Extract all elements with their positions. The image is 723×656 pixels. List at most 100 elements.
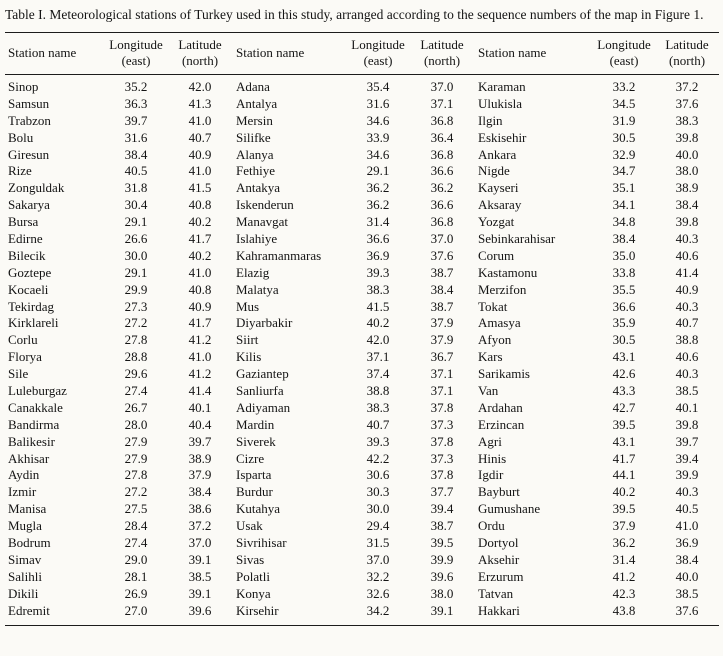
table-row: Simav 29.0 39.1 Sivas 37.0 39.9 Aksehir 31.4 38.…	[5, 552, 719, 569]
latitude-cell: 37.1	[430, 383, 454, 399]
latitude-cell: 40.3	[675, 231, 699, 247]
latitude-cell: 39.7	[675, 433, 699, 449]
latitude-cell: 38.4	[188, 484, 212, 500]
station-name-cell: Manavgat	[236, 214, 288, 230]
longitude-cell: 40.7	[366, 416, 390, 432]
latitude-cell: 39.8	[675, 416, 699, 432]
station-name-cell: Mugla	[8, 518, 42, 534]
header-longitude-3-line2: (east)	[609, 53, 639, 68]
table-row: Kocaeli 29.9 40.8 Malatya 38.3 38.4 Merzifon 35…	[5, 282, 719, 299]
header-longitude-2: Longitude (east)	[347, 37, 409, 69]
longitude-cell: 33.9	[366, 129, 390, 145]
header-latitude-2-line2: (north)	[423, 53, 461, 68]
longitude-cell: 35.1	[612, 180, 636, 196]
longitude-cell: 29.0	[124, 551, 148, 567]
longitude-cell: 38.3	[366, 399, 390, 415]
table-row: Akhisar 27.9 38.9 Cizre 42.2 37.3 Hinis 41.7 39.…	[5, 451, 719, 468]
station-name-cell: Ankara	[478, 146, 517, 162]
station-name-cell: Igdir	[478, 467, 504, 483]
latitude-cell: 37.3	[430, 450, 454, 466]
longitude-cell: 27.3	[124, 298, 148, 314]
latitude-cell: 38.3	[675, 112, 699, 128]
longitude-cell: 43.1	[612, 433, 636, 449]
longitude-cell: 34.6	[366, 146, 390, 162]
station-name-cell: Aksehir	[478, 551, 520, 567]
latitude-cell: 36.7	[430, 349, 454, 365]
longitude-cell: 27.8	[124, 467, 148, 483]
longitude-cell: 32.2	[366, 568, 390, 584]
table-row: Mugla 28.4 37.2 Usak 29.4 38.7 Ordu 37.9 41.0	[5, 518, 719, 535]
station-name-cell: Van	[478, 383, 499, 399]
longitude-cell: 36.2	[612, 535, 636, 551]
station-name-cell: Ulukisla	[478, 95, 523, 111]
station-name-cell: Hinis	[478, 450, 507, 466]
station-name-cell: Gaziantep	[236, 366, 289, 382]
header-latitude-3-line1: Latitude	[665, 37, 709, 52]
latitude-cell: 38.4	[675, 197, 699, 213]
latitude-cell: 39.6	[188, 602, 212, 618]
station-name-cell: Balikesir	[8, 433, 55, 449]
station-name-cell: Alanya	[236, 146, 274, 162]
station-name-cell: Bolu	[8, 129, 34, 145]
longitude-cell: 37.4	[366, 366, 390, 382]
station-name-cell: Edirne	[8, 231, 43, 247]
longitude-cell: 39.3	[366, 433, 390, 449]
station-name-cell: Hakkari	[478, 602, 520, 618]
latitude-cell: 40.5	[675, 501, 699, 517]
longitude-cell: 29.6	[124, 366, 148, 382]
table-caption: Table I. Meteorological stations of Turk…	[5, 7, 704, 22]
latitude-cell: 39.1	[430, 602, 454, 618]
station-name-cell: Bursa	[8, 214, 39, 230]
latitude-cell: 41.2	[188, 332, 212, 348]
table-row: Sakarya 30.4 40.8 Iskenderun 36.2 36.6 Aksaray…	[5, 197, 719, 214]
header-station-name-1: Station name	[8, 45, 77, 60]
station-name-cell: Islahiye	[236, 231, 278, 247]
station-name-cell: Tekirdag	[8, 298, 55, 314]
station-name-cell: Giresun	[8, 146, 50, 162]
latitude-cell: 37.3	[430, 416, 454, 432]
station-name-cell: Eskisehir	[478, 129, 527, 145]
station-name-cell: Ordu	[478, 518, 505, 534]
longitude-cell: 31.9	[612, 112, 636, 128]
longitude-cell: 41.5	[366, 298, 390, 314]
latitude-cell: 40.0	[675, 146, 699, 162]
longitude-cell: 36.2	[366, 180, 390, 196]
longitude-cell: 27.2	[124, 484, 148, 500]
longitude-cell: 39.3	[366, 264, 390, 280]
longitude-cell: 28.8	[124, 349, 148, 365]
station-name-cell: Erzincan	[478, 416, 525, 432]
latitude-cell: 40.4	[188, 416, 212, 432]
station-name-cell: Aydin	[8, 467, 40, 483]
longitude-cell: 35.2	[124, 79, 148, 94]
latitude-cell: 38.4	[430, 281, 454, 297]
station-name-cell: Kutahya	[236, 501, 281, 517]
station-name-cell: Sanliurfa	[236, 383, 284, 399]
longitude-cell: 31.4	[612, 551, 636, 567]
longitude-cell: 28.4	[124, 518, 148, 534]
table-row: Rize 40.5 41.0 Fethiye 29.1 36.6 Nigde 34.7 38.0	[5, 163, 719, 180]
longitude-cell: 30.0	[124, 247, 148, 263]
latitude-cell: 39.9	[430, 551, 454, 567]
longitude-cell: 35.5	[612, 281, 636, 297]
station-name-cell: Salihli	[8, 568, 42, 584]
station-name-cell: Ilgin	[478, 112, 503, 128]
station-name-cell: Usak	[236, 518, 263, 534]
table-row: Canakkale 26.7 40.1 Adiyaman 38.3 37.8 Ardahan…	[5, 400, 719, 417]
latitude-cell: 36.9	[675, 535, 699, 551]
station-name-cell: Kayseri	[478, 180, 519, 196]
header-longitude-1-line2: (east)	[121, 53, 151, 68]
header-longitude-1-line1: Longitude	[109, 37, 163, 52]
station-name-cell: Burdur	[236, 484, 273, 500]
latitude-cell: 38.9	[675, 180, 699, 196]
latitude-cell: 40.2	[188, 247, 212, 263]
latitude-cell: 37.2	[188, 518, 212, 534]
station-name-cell: Mus	[236, 298, 260, 314]
station-name-cell: Sile	[8, 366, 29, 382]
table-row: Edirne 26.6 41.7 Islahiye 36.6 37.0 Sebinkarah…	[5, 231, 719, 248]
header-station-name-2: Station name	[236, 45, 305, 60]
longitude-cell: 30.6	[366, 467, 390, 483]
table-row: Tekirdag 27.3 40.9 Mus 41.5 38.7 Tokat 36.6 40.3	[5, 299, 719, 316]
header-latitude-1: Latitude (north)	[167, 37, 233, 69]
station-name-cell: Yozgat	[478, 214, 515, 230]
longitude-cell: 39.7	[124, 112, 148, 128]
